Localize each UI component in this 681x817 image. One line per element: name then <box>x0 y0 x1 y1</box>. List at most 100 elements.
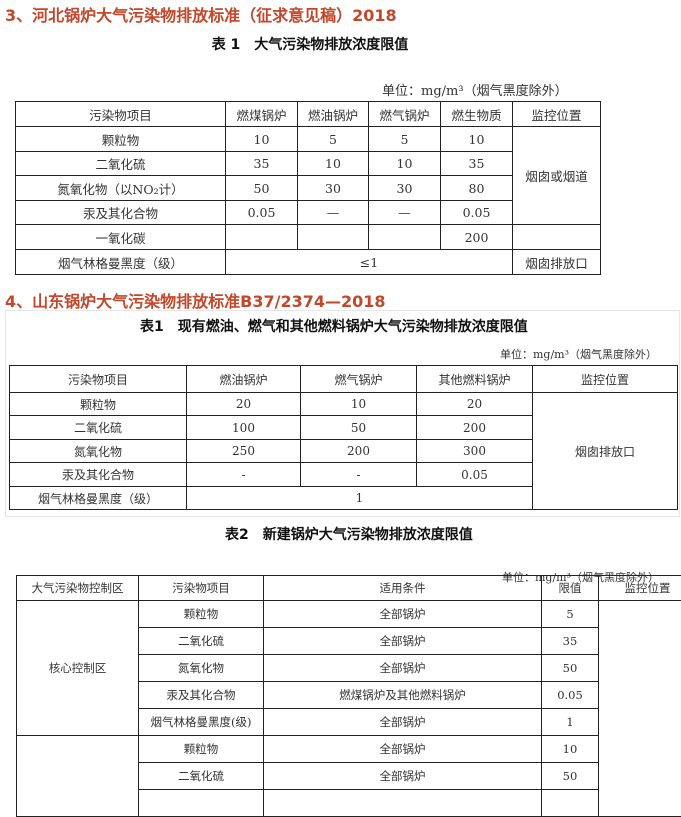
cell: 10 <box>226 127 298 152</box>
cell: 一氧化碳 <box>16 225 226 250</box>
monitor-cell: 烟囱或烟道 <box>513 127 601 225</box>
cell: 全部锅炉 <box>264 763 542 790</box>
cell: 10 <box>441 127 513 152</box>
cell: 0.05 <box>542 682 599 709</box>
control-zone-cell <box>17 736 139 817</box>
cell: 0.05 <box>441 201 513 225</box>
header-cell: 燃气锅炉 <box>369 102 441 127</box>
table-title: 表1 现有燃油、燃气和其他燃料锅炉大气污染物排放浓度限值 <box>140 316 528 336</box>
cell: - <box>187 463 301 487</box>
cell: 0.05 <box>226 201 298 225</box>
cell: 汞及其化合物 <box>10 463 187 487</box>
cell: 5 <box>369 127 441 152</box>
cell: 20 <box>417 393 533 416</box>
unit-label: 单位：mg/m³（烟气黑度除外） <box>382 80 568 99</box>
cell: 全部锅炉 <box>264 655 542 682</box>
cell: — <box>369 201 441 225</box>
header-cell: 限值 <box>542 576 599 601</box>
header-cell: 监控位置 <box>513 102 601 127</box>
cell: 200 <box>417 416 533 440</box>
unit-label: 单位：mg/m³（烟气黑度除外） <box>500 346 657 362</box>
cell: 200 <box>441 225 513 250</box>
cell: 30 <box>298 176 369 201</box>
cell: 全部锅炉 <box>264 628 542 655</box>
cell: 5 <box>298 127 369 152</box>
header-cell: 燃生物质 <box>441 102 513 127</box>
cell: 80 <box>441 176 513 201</box>
cell: 烟气林格曼黑度（级） <box>10 487 187 510</box>
control-zone-cell: 核心控制区 <box>17 601 139 736</box>
cell: 氮氧化物 <box>139 655 264 682</box>
cell <box>542 790 599 817</box>
cell: 颗粒物 <box>139 601 264 628</box>
cell: 全部锅炉 <box>264 601 542 628</box>
header-cell: 大气污染物控制区 <box>17 576 139 601</box>
cell: — <box>298 201 369 225</box>
monitor-cell <box>599 601 681 817</box>
cell: 50 <box>301 416 417 440</box>
cell <box>298 225 369 250</box>
cell: 50 <box>226 176 298 201</box>
cell: 20 <box>187 393 301 416</box>
cell: ≤1 <box>226 250 513 275</box>
cell: 0.05 <box>417 463 533 487</box>
header-cell: 燃油锅炉 <box>298 102 369 127</box>
header-cell: 适用条件 <box>264 576 542 601</box>
table-header-row: 污染物项目 燃煤锅炉 燃油锅炉 燃气锅炉 燃生物质 监控位置 <box>16 102 601 127</box>
cell: 35 <box>441 152 513 176</box>
header-cell: 其他燃料锅炉 <box>417 366 533 393</box>
cell: 1 <box>187 487 533 510</box>
cell: 1 <box>542 709 599 736</box>
header-cell: 污染物项目 <box>16 102 226 127</box>
cell: 10 <box>298 152 369 176</box>
table-title: 表 1 大气污染物排放浓度限值 <box>0 34 620 54</box>
cell: - <box>301 463 417 487</box>
cell: 颗粒物 <box>10 393 187 416</box>
cell <box>369 225 441 250</box>
cell: 50 <box>542 655 599 682</box>
cell: 全部锅炉 <box>264 736 542 763</box>
cell: 氮氧化物（以NO₂计） <box>16 176 226 201</box>
cell: 烟气林格曼黑度(级) <box>139 709 264 736</box>
cell: 二氧化硫 <box>139 763 264 790</box>
cell: 5 <box>542 601 599 628</box>
cell: 汞及其化合物 <box>139 682 264 709</box>
header-cell: 监控位置 <box>533 366 678 393</box>
cell <box>139 790 264 817</box>
section-heading-shandong: 4、山东锅炉大气污染物排放标准B37/2374—2018 <box>5 288 386 312</box>
cell: 二氧化硫 <box>139 628 264 655</box>
cell: 颗粒物 <box>139 736 264 763</box>
monitor-cell: 烟囱排放口 <box>533 393 678 510</box>
cell: 10 <box>301 393 417 416</box>
cell: 200 <box>301 440 417 463</box>
header-cell: 燃油锅炉 <box>187 366 301 393</box>
cell: 颗粒物 <box>16 127 226 152</box>
cell: 二氧化硫 <box>10 416 187 440</box>
cell: 烟气林格曼黑度（级） <box>16 250 226 275</box>
cell <box>513 225 601 250</box>
cell: 30 <box>369 176 441 201</box>
header-cell: 监控位置 <box>599 576 681 601</box>
cell <box>264 790 542 817</box>
section-heading-hebei: 3、河北锅炉大气污染物排放标准（征求意见稿）2018 <box>5 2 397 26</box>
cell: 汞及其化合物 <box>16 201 226 225</box>
table-header-row: 污染物项目燃油锅炉燃气锅炉其他燃料锅炉监控位置 <box>10 366 678 393</box>
header-cell: 燃气锅炉 <box>301 366 417 393</box>
header-cell: 污染物项目 <box>10 366 187 393</box>
cell: 250 <box>187 440 301 463</box>
cell: 35 <box>226 152 298 176</box>
table-row: 烟气林格曼黑度（级） ≤1 烟囱排放口 <box>16 250 601 275</box>
cell: 300 <box>417 440 533 463</box>
cell: 10 <box>542 736 599 763</box>
cell: 50 <box>542 763 599 790</box>
cell: 燃煤锅炉及其他燃料锅炉 <box>264 682 542 709</box>
table-title: 表2 新建锅炉大气污染物排放浓度限值 <box>225 524 473 544</box>
cell: 10 <box>369 152 441 176</box>
cell: 二氧化硫 <box>16 152 226 176</box>
cell: 35 <box>542 628 599 655</box>
